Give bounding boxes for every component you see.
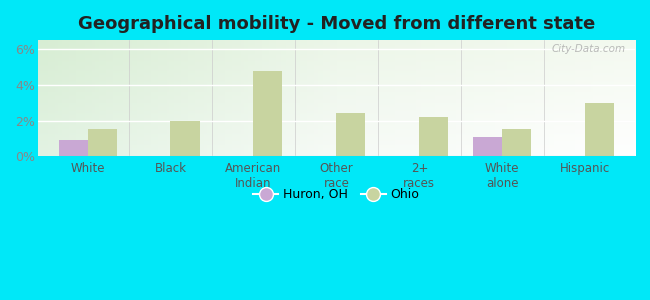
Bar [502, 129, 531, 156]
Title: Geographical mobility - Moved from different state: Geographical mobility - Moved from diffe… [78, 15, 595, 33]
Bar [585, 103, 614, 156]
Bar [337, 113, 365, 156]
Bar [170, 122, 200, 156]
Bar [58, 140, 88, 156]
Bar [419, 117, 448, 156]
Bar [254, 71, 283, 156]
Bar [88, 129, 116, 156]
Text: City-Data.com: City-Data.com [552, 44, 626, 54]
Bar [473, 137, 502, 156]
Legend: Huron, OH, Ohio: Huron, OH, Ohio [248, 183, 424, 206]
